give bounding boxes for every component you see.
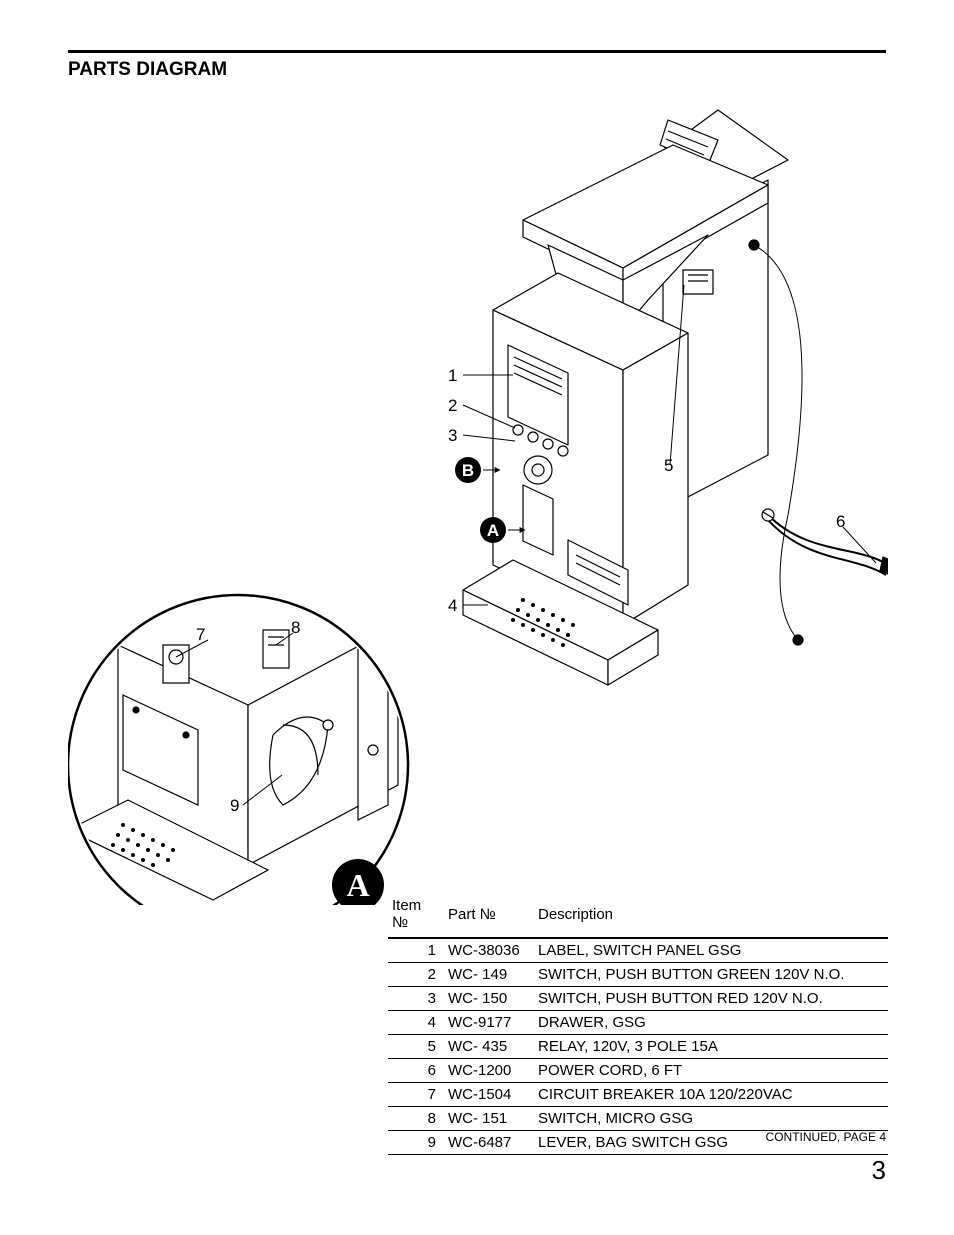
cell-part: WC-9177 [444,1011,534,1035]
table-row: 4 WC-9177 DRAWER, GSG [388,1011,888,1035]
callout-7: 7 [196,625,205,644]
detail-a: A [68,595,408,905]
th-item: Item № [388,895,444,938]
callout-9: 9 [230,796,239,815]
cell-part: WC- 151 [444,1107,534,1131]
table-header-row: Item № Part № Description [388,895,888,938]
cell-desc: SWITCH, PUSH BUTTON RED 120V N.O. [534,987,888,1011]
th-part: Part № [444,895,534,938]
svg-text:A: A [346,867,369,903]
table-row: 7 WC-1504 CIRCUIT BREAKER 10A 120/220VAC [388,1083,888,1107]
cell-desc: POWER CORD, 6 FT [534,1059,888,1083]
cell-item: 4 [388,1011,444,1035]
table-row: 6 WC-1200 POWER CORD, 6 FT [388,1059,888,1083]
cell-desc: CIRCUIT BREAKER 10A 120/220VAC [534,1083,888,1107]
cell-desc: LABEL, SWITCH PANEL GSG [534,938,888,963]
table-row: 2 WC- 149 SWITCH, PUSH BUTTON GREEN 120V… [388,963,888,987]
cell-item: 9 [388,1131,444,1155]
cell-part: WC-1504 [444,1083,534,1107]
diagram-svg: 1 2 3 4 5 6 B A [68,85,888,905]
table-row: 3 WC- 150 SWITCH, PUSH BUTTON RED 120V N… [388,987,888,1011]
footer-continued: CONTINUED, PAGE 4 [766,1130,886,1144]
parts-diagram: 1 2 3 4 5 6 B A [68,85,888,905]
parts-table: Item № Part № Description 1 WC-38036 LAB… [388,895,888,1155]
section-title: PARTS DIAGRAM [68,59,886,81]
cell-desc: SWITCH, MICRO GSG [534,1107,888,1131]
cell-item: 3 [388,987,444,1011]
cell-part: WC- 150 [444,987,534,1011]
cell-item: 2 [388,963,444,987]
table-row: 1 WC-38036 LABEL, SWITCH PANEL GSG [388,938,888,963]
callout-5: 5 [664,456,673,475]
cell-item: 8 [388,1107,444,1131]
callout-8: 8 [291,618,300,637]
callout-1: 1 [448,366,457,385]
cell-part: WC-1200 [444,1059,534,1083]
page-number: 3 [872,1155,886,1186]
svg-text:B: B [462,461,474,480]
cell-part: WC-38036 [444,938,534,963]
cell-desc: RELAY, 120V, 3 POLE 15A [534,1035,888,1059]
top-rule [68,50,886,53]
cell-item: 1 [388,938,444,963]
cell-desc: SWITCH, PUSH BUTTON GREEN 120V N.O. [534,963,888,987]
cell-desc: DRAWER, GSG [534,1011,888,1035]
svg-text:A: A [487,521,499,540]
table-row: 8 WC- 151 SWITCH, MICRO GSG [388,1107,888,1131]
cell-part: WC- 435 [444,1035,534,1059]
th-desc: Description [534,895,888,938]
cell-part: WC- 149 [444,963,534,987]
callout-3: 3 [448,426,457,445]
cell-item: 7 [388,1083,444,1107]
callout-6: 6 [836,512,845,531]
callout-2: 2 [448,396,457,415]
callout-4: 4 [448,596,457,615]
cell-item: 5 [388,1035,444,1059]
table-row: 5 WC- 435 RELAY, 120V, 3 POLE 15A [388,1035,888,1059]
cell-part: WC-6487 [444,1131,534,1155]
cell-item: 6 [388,1059,444,1083]
